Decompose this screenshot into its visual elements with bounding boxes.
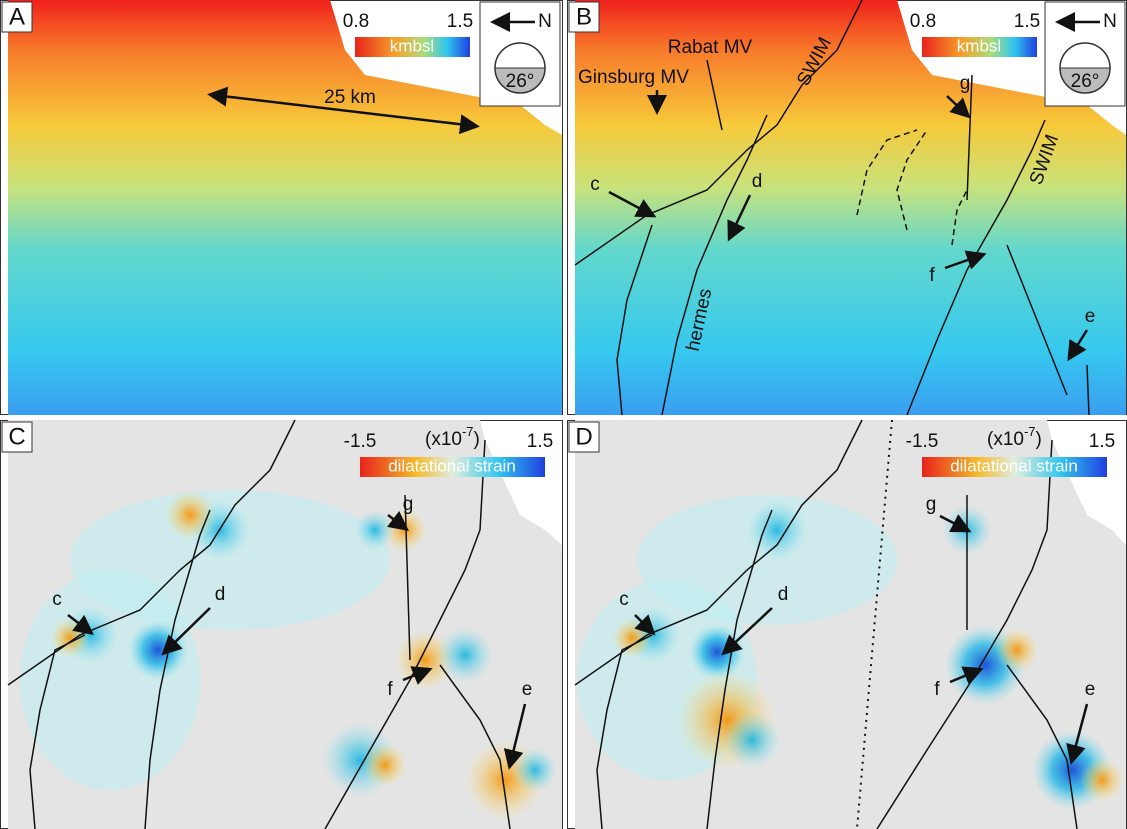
panel-b: B 0.8 1.5 kmbsl N 26° Ginsburg MV Rabat … xyxy=(568,0,1127,415)
dip-label: 26° xyxy=(1071,71,1100,92)
panel-letter: C xyxy=(8,423,25,450)
colorbar-max: 1.5 xyxy=(447,11,473,32)
colorbar-label: dilatational strain xyxy=(388,456,516,475)
dip-label: 26° xyxy=(506,71,535,92)
map-label: f xyxy=(387,679,393,700)
shape: ) xyxy=(1036,429,1042,450)
panel-letter: D xyxy=(575,423,592,450)
colorbar-label: dilatational strain xyxy=(950,456,1078,475)
strain-blob xyxy=(437,627,493,683)
strain-blob xyxy=(1080,758,1124,802)
map-label: Rabat MV xyxy=(668,37,753,58)
panel-c: C -1.5 1.5 (x10-7) dilatational strain g… xyxy=(1,420,563,829)
panel-letter: B xyxy=(576,3,592,30)
colorbar-max: 1.5 xyxy=(1089,431,1115,452)
strain-blob xyxy=(513,748,557,792)
map-label: f xyxy=(929,265,935,286)
colorbar-min: 0.8 xyxy=(343,11,369,32)
colorbar-label: kmbsl xyxy=(390,36,434,55)
map-label: f xyxy=(934,679,940,700)
map-label: d xyxy=(778,584,789,605)
shape: (x10 xyxy=(425,429,462,450)
figure: A 0.8 1.5 kmbsl N 26° 25 km B 0.8 1.5 km… xyxy=(0,0,1127,829)
map-label: e xyxy=(522,679,533,700)
map-label: Ginsburg MV xyxy=(578,67,689,88)
colorbar-min: -1.5 xyxy=(906,431,939,452)
panel-d: D -1.5 1.5 (x10-7) dilatational strain g… xyxy=(568,420,1127,829)
map-label: e xyxy=(1085,679,1096,700)
shape: (x10 xyxy=(987,429,1024,450)
shape: ) xyxy=(474,429,480,450)
map-label: d xyxy=(215,584,226,605)
map-label: e xyxy=(1085,306,1096,327)
panel-a: A 0.8 1.5 kmbsl N 26° 25 km xyxy=(1,0,563,415)
map-label: g xyxy=(926,494,937,515)
colorbar-min: -1.5 xyxy=(344,431,377,452)
map-label: c xyxy=(619,589,629,610)
north-label: N xyxy=(1103,11,1117,32)
colorbar-min: 0.8 xyxy=(910,11,936,32)
strain-blob xyxy=(995,628,1039,672)
colorbar-label: kmbsl xyxy=(957,36,1001,55)
colorbar-max: 1.5 xyxy=(527,431,553,452)
map-label: g xyxy=(403,494,414,515)
panel-letter: A xyxy=(9,3,25,30)
map-label: c xyxy=(590,174,600,195)
shape: -7 xyxy=(1024,424,1036,439)
map-label: d xyxy=(752,171,763,192)
shape: -7 xyxy=(462,424,474,439)
scale-label: 25 km xyxy=(324,87,376,108)
north-label: N xyxy=(538,11,552,32)
colorbar-max: 1.5 xyxy=(1014,11,1040,32)
strain-blob xyxy=(747,500,807,560)
strain-blob xyxy=(724,712,780,768)
strain-blob xyxy=(128,620,188,680)
map-label: c xyxy=(52,589,62,610)
map-label: g xyxy=(960,73,971,94)
